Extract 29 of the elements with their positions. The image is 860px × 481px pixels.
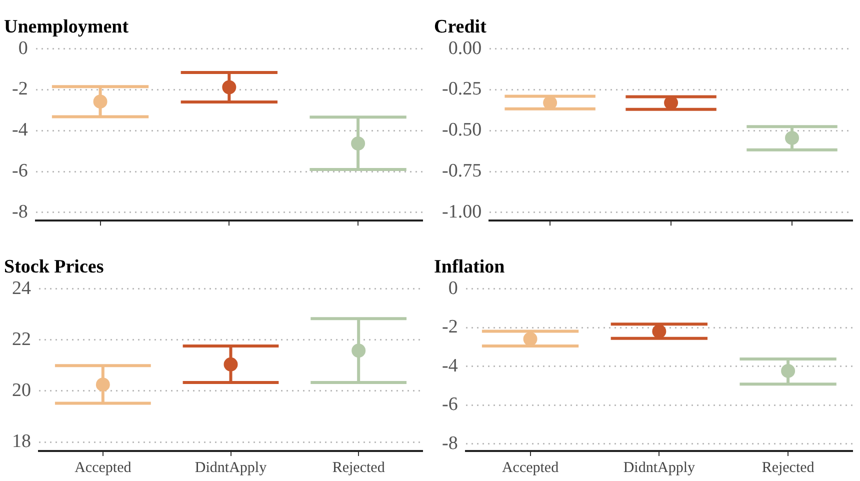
y-tick-label: 0.00 [448, 38, 482, 59]
x-tick-label: Rejected [332, 460, 386, 476]
y-tick-label: -8 [12, 201, 28, 222]
y-tick-label: -6 [12, 160, 28, 182]
y-tick-label: -1.00 [442, 201, 482, 222]
y-tick-label: -4 [12, 120, 28, 141]
chart-title: Inflation [434, 256, 506, 278]
y-tick-label: -8 [442, 432, 458, 454]
y-tick-label: 18 [12, 431, 31, 452]
y-tick-label: -6 [442, 394, 458, 416]
y-tick-label: 22 [12, 328, 31, 350]
chart-title: Credit [434, 16, 488, 38]
y-tick-label: -2 [442, 316, 458, 338]
y-tick-label: 0 [18, 38, 28, 59]
y-tick-label: -2 [12, 78, 28, 100]
y-tick-label: -0.75 [442, 160, 482, 182]
chart-title: Stock Prices [4, 256, 104, 278]
y-tick-label: 20 [12, 380, 31, 401]
y-tick-label: -4 [442, 355, 458, 376]
y-tick-label: 24 [12, 278, 32, 299]
x-tick-label: DidntApply [623, 460, 696, 476]
x-tick-label: Accepted [502, 460, 560, 476]
x-tick-label: Accepted [74, 460, 132, 476]
y-tick-label: 0 [448, 278, 458, 299]
x-tick-label: DidntApply [194, 460, 268, 476]
y-tick-label: -0.25 [442, 78, 482, 100]
x-tick-label: Rejected [762, 460, 815, 476]
y-tick-label: -0.50 [442, 120, 482, 141]
chart-title: Unemployment [4, 16, 130, 38]
